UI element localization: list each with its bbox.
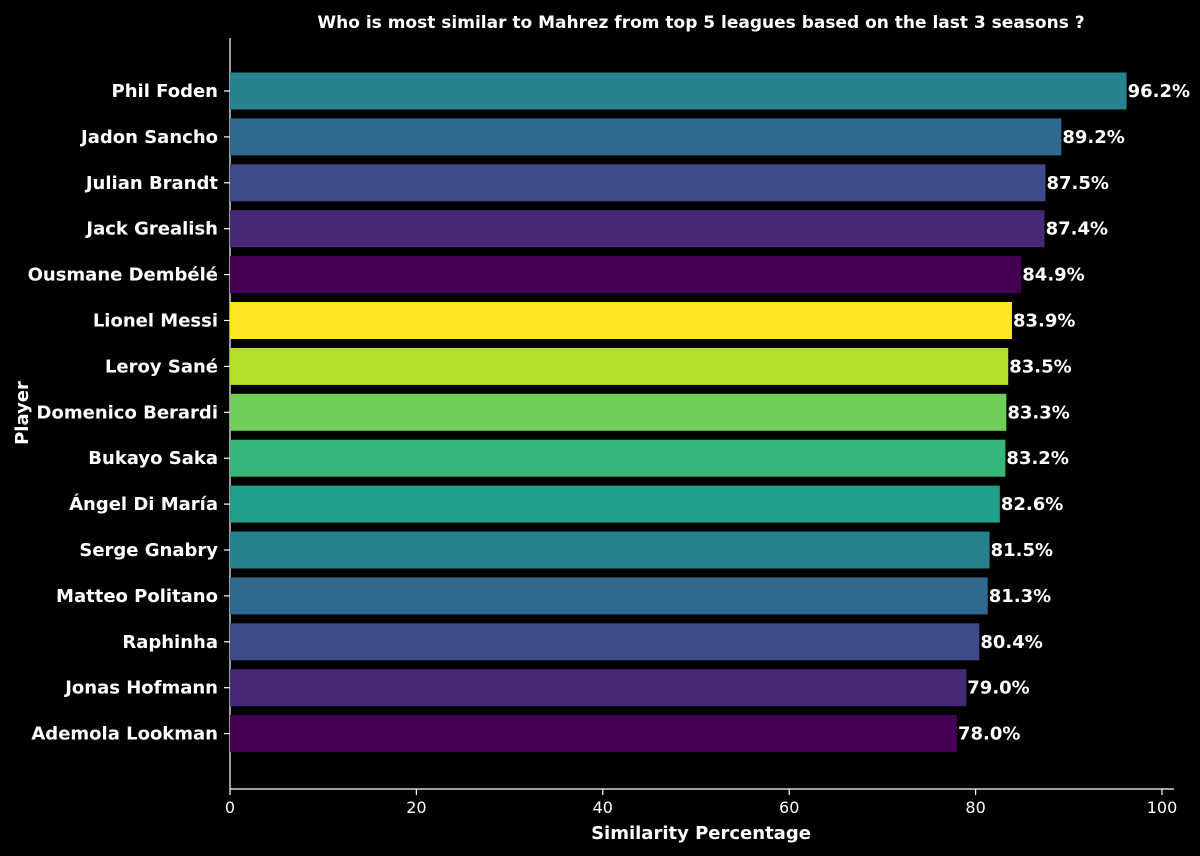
data-label: 80.4% [980,632,1042,653]
x-tick-label: 80 [965,798,985,817]
data-label: 89.2% [1062,127,1124,148]
y-tick-label: Jack Grealish [84,219,218,240]
x-tick-label: 60 [779,798,799,817]
data-label: 83.5% [1009,356,1071,377]
x-axis-label: Similarity Percentage [591,823,811,844]
y-tick-label: Lionel Messi [93,311,218,332]
bar [230,164,1046,202]
data-label: 81.5% [991,540,1053,561]
chart-title: Who is most similar to Mahrez from top 5… [317,13,1084,33]
x-tick-label: 40 [593,798,613,817]
bar [230,577,988,615]
bar [230,118,1062,156]
y-tick-label: Serge Gnabry [79,540,218,561]
y-tick-label: Ángel Di María [69,493,218,515]
y-axis-label: Player [12,381,33,445]
bar [230,302,1012,339]
y-tick-label: Ousmane Dembélé [28,265,218,286]
bar [230,439,1006,477]
x-tick-label: 100 [1147,798,1178,817]
y-tick-label: Leroy Sané [105,356,218,377]
data-label: 96.2% [1128,81,1190,102]
y-tick-label: Matteo Politano [56,586,218,607]
y-tick-label: Jonas Hofmann [63,678,218,699]
bar [230,347,1009,385]
data-label: 83.3% [1007,402,1069,423]
y-tick-label: Bukayo Saka [88,448,218,469]
bar [230,393,1007,431]
y-tick-label: Julian Brandt [84,173,219,194]
bar [230,623,980,661]
bar [230,72,1127,110]
y-tick-label: Ademola Lookman [31,724,218,745]
data-label: 79.0% [967,678,1029,699]
bars-group: Phil Foden 96.2% Jadon Sancho 89.2% Julian B… [28,72,1190,753]
bar [230,669,967,707]
y-tick-label: Raphinha [122,632,218,653]
data-label: 87.5% [1047,173,1109,194]
bar [230,531,990,569]
x-tick-label: 0 [225,798,235,817]
data-label: 83.9% [1013,311,1075,332]
x-ticks-group: 0 20 40 60 80 100 [225,789,1177,817]
data-label: 87.4% [1046,219,1108,240]
y-tick-label: Domenico Berardi [37,402,218,423]
data-label: 82.6% [1001,494,1063,515]
bar [230,485,1000,523]
x-tick-label: 20 [406,798,426,817]
bar [230,210,1045,248]
bar [230,715,957,753]
data-label: 83.2% [1006,448,1068,469]
data-label: 84.9% [1022,265,1084,286]
y-tick-label: Jadon Sancho [79,127,218,148]
data-label: 81.3% [989,586,1051,607]
data-label: 78.0% [958,724,1020,745]
y-tick-label: Phil Foden [112,81,218,102]
bar [230,256,1022,294]
